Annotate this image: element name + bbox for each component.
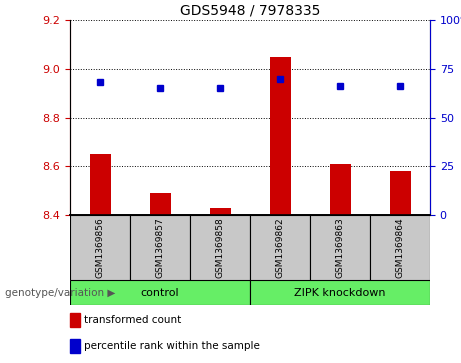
Bar bbox=[310, 215, 370, 280]
Bar bbox=[390, 171, 410, 215]
Bar bbox=[70, 339, 80, 352]
Text: GSM1369856: GSM1369856 bbox=[95, 217, 105, 278]
Bar bbox=[209, 208, 230, 215]
Text: GSM1369857: GSM1369857 bbox=[155, 217, 165, 278]
Text: transformed count: transformed count bbox=[84, 315, 181, 325]
Bar bbox=[250, 215, 310, 280]
Text: genotype/variation ▶: genotype/variation ▶ bbox=[5, 287, 115, 298]
Text: GSM1369858: GSM1369858 bbox=[215, 217, 225, 278]
Bar bbox=[270, 57, 290, 215]
Bar bbox=[70, 215, 130, 280]
Bar bbox=[190, 215, 250, 280]
Text: ZIPK knockdown: ZIPK knockdown bbox=[294, 287, 386, 298]
Bar bbox=[70, 313, 80, 327]
Bar bbox=[330, 164, 350, 215]
Bar bbox=[70, 280, 250, 305]
Bar bbox=[250, 280, 430, 305]
Text: percentile rank within the sample: percentile rank within the sample bbox=[84, 341, 260, 351]
Bar bbox=[149, 193, 171, 215]
Text: GSM1369863: GSM1369863 bbox=[336, 217, 344, 278]
Text: control: control bbox=[141, 287, 179, 298]
Bar bbox=[130, 215, 190, 280]
Bar bbox=[370, 215, 430, 280]
Text: GSM1369864: GSM1369864 bbox=[396, 217, 404, 278]
Bar bbox=[89, 154, 111, 215]
Text: GSM1369862: GSM1369862 bbox=[276, 217, 284, 278]
Title: GDS5948 / 7978335: GDS5948 / 7978335 bbox=[180, 3, 320, 17]
